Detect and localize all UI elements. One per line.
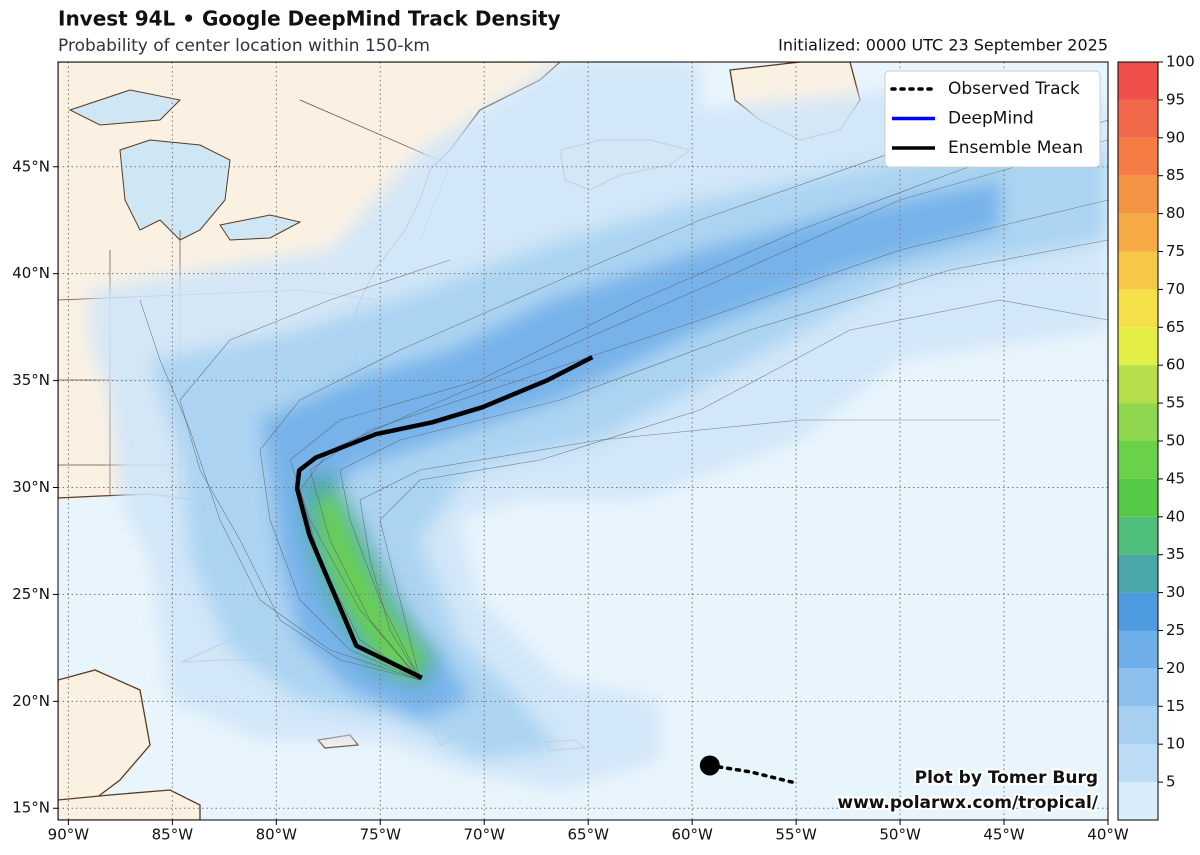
legend-label: Ensemble Mean bbox=[948, 138, 1083, 158]
colorbar-bin bbox=[1118, 630, 1158, 669]
subtitle: Probability of center location within 15… bbox=[58, 36, 430, 56]
legend: Observed Track DeepMind Ensemble Mean bbox=[884, 70, 1101, 168]
colorbar-bin bbox=[1118, 213, 1158, 252]
colorbar-tick-label: 100 bbox=[1166, 53, 1195, 71]
colorbar-tick-label: 20 bbox=[1166, 659, 1185, 677]
colorbar-bin bbox=[1118, 782, 1158, 820]
y-tick-label: 40°N bbox=[12, 264, 50, 282]
colorbar-tick-label: 40 bbox=[1166, 507, 1185, 525]
legend-label: DeepMind bbox=[948, 109, 1034, 129]
legend-label: Observed Track bbox=[948, 79, 1080, 99]
colorbar-bin bbox=[1118, 706, 1158, 745]
colorbar-tick-label: 80 bbox=[1166, 204, 1185, 222]
colorbar-tick-label: 5 bbox=[1166, 773, 1176, 791]
y-tick-label: 15°N bbox=[12, 799, 50, 817]
colorbar-tick-label: 35 bbox=[1166, 545, 1185, 563]
colorbar-tick-label: 95 bbox=[1166, 90, 1185, 108]
colorbar-tick-label: 70 bbox=[1166, 280, 1185, 298]
x-tick-label: 40°W bbox=[1087, 826, 1129, 844]
init-time: Initialized: 0000 UTC 23 September 2025 bbox=[778, 36, 1108, 55]
y-tick-label: 35°N bbox=[12, 371, 50, 389]
colorbar-tick-label: 65 bbox=[1166, 318, 1185, 336]
colorbar-tick-label: 25 bbox=[1166, 621, 1185, 639]
colorbar-bin bbox=[1118, 327, 1158, 366]
colorbar-bin bbox=[1118, 62, 1158, 100]
legend-items: Observed Track DeepMind Ensemble Mean bbox=[890, 79, 1083, 158]
x-tick-label: 75°W bbox=[360, 826, 402, 844]
colorbar-tick-label: 15 bbox=[1166, 697, 1185, 715]
x-tick-label: 90°W bbox=[48, 826, 90, 844]
colorbar-bin bbox=[1118, 516, 1158, 555]
current-position bbox=[699, 755, 720, 776]
track-density bbox=[90, 62, 1108, 790]
colorbar-bin bbox=[1118, 289, 1158, 328]
x-tick-label: 85°W bbox=[152, 826, 194, 844]
colorbar-bin bbox=[1118, 441, 1158, 479]
x-tick-label: 55°W bbox=[775, 826, 817, 844]
colorbar-bin bbox=[1118, 175, 1158, 214]
axis-ticks: 90°W 85°W 80°W 75°W 70°W 65°W 60°W 55°W 50°W 45°W… bbox=[12, 157, 1129, 843]
x-tick-label: 80°W bbox=[256, 826, 298, 844]
x-tick-label: 50°W bbox=[879, 826, 921, 844]
graticule bbox=[58, 62, 1108, 820]
tracks bbox=[294, 355, 796, 785]
colorbar-tick-label: 55 bbox=[1166, 394, 1185, 412]
colorbar-bin bbox=[1118, 251, 1158, 290]
colorbar-bin bbox=[1118, 478, 1158, 517]
colorbar: 5 10 15 20 25 30 35 40 45 50 55 60 65 70 75 80 85 90 95 100 bbox=[1117, 53, 1195, 821]
colorbar-tick-label: 90 bbox=[1166, 128, 1185, 146]
y-tick-label: 45°N bbox=[12, 157, 50, 175]
observed-track bbox=[708, 763, 796, 785]
colorbar-tick-label: 75 bbox=[1166, 242, 1185, 260]
colorbar-bin bbox=[1118, 99, 1158, 138]
y-tick-label: 20°N bbox=[12, 692, 50, 710]
x-tick-label: 45°W bbox=[983, 826, 1025, 844]
colorbar-bin bbox=[1118, 744, 1158, 783]
colorbar-bin bbox=[1118, 592, 1158, 631]
credit-name: Plot by Tomer Burg bbox=[915, 768, 1098, 788]
colorbar-tick-label: 60 bbox=[1166, 356, 1185, 374]
y-tick-label: 30°N bbox=[12, 478, 50, 496]
colorbar-tick-label: 45 bbox=[1166, 469, 1185, 487]
colorbar-tick-label: 50 bbox=[1166, 432, 1185, 450]
plot-frame bbox=[57, 61, 1109, 821]
colorbar-tick-label: 30 bbox=[1166, 583, 1185, 601]
colorbar-tick-label: 85 bbox=[1166, 166, 1185, 184]
colorbar-bin bbox=[1118, 554, 1158, 593]
title: Invest 94L • Google DeepMind Track Densi… bbox=[58, 7, 561, 31]
y-tick-label: 25°N bbox=[12, 585, 50, 603]
colorbar-tick-label: 10 bbox=[1166, 735, 1185, 753]
ensemble-mean-track bbox=[294, 355, 594, 680]
colorbar-bin bbox=[1118, 403, 1158, 441]
map-area bbox=[58, 62, 1108, 820]
x-tick-label: 65°W bbox=[567, 826, 609, 844]
x-tick-label: 70°W bbox=[464, 826, 506, 844]
colorbar-bin bbox=[1118, 137, 1158, 176]
legend-box bbox=[884, 70, 1101, 168]
credit-url: www.polarwx.com/tropical/ bbox=[837, 793, 1098, 813]
colorbar-bin bbox=[1118, 668, 1158, 707]
x-tick-label: 60°W bbox=[671, 826, 713, 844]
colorbar-bin bbox=[1118, 365, 1158, 404]
